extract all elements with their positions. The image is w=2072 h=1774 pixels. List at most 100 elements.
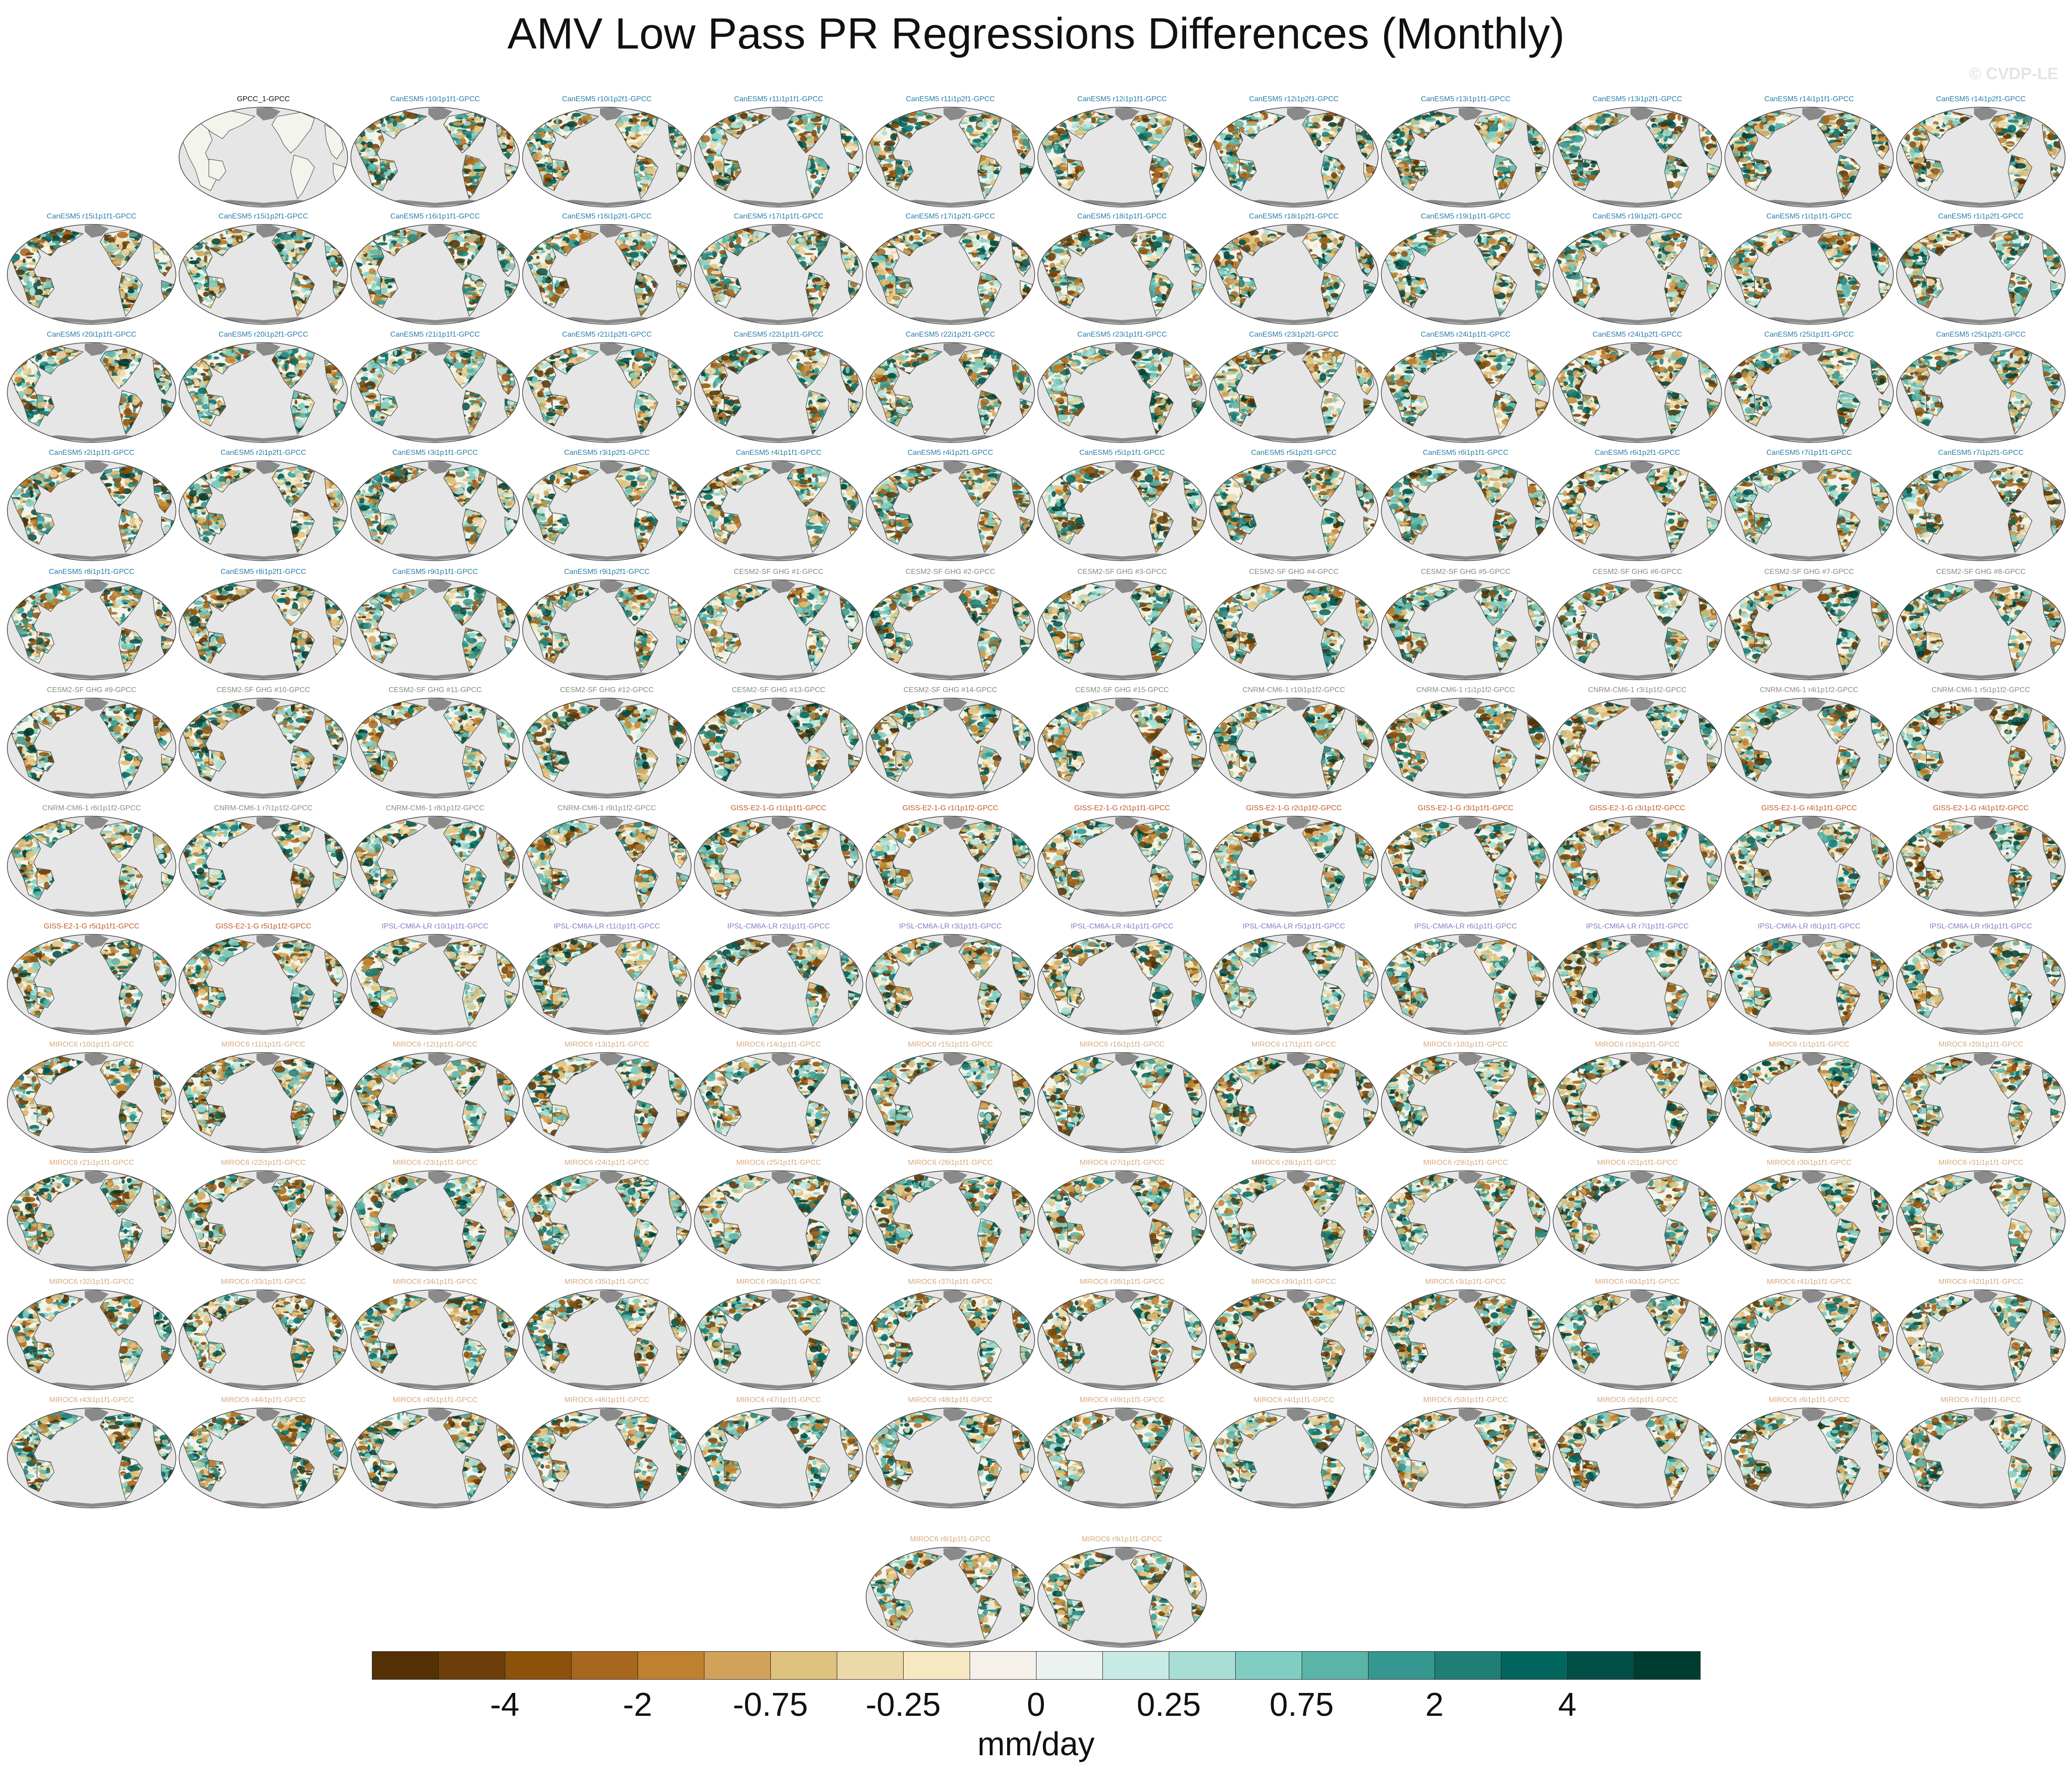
- map-svg: [350, 579, 520, 681]
- panel-label: CanESM5 r16i1p1f1-GPCC: [349, 212, 521, 222]
- map-panel: CanESM5 r22i1p1f1-GPCC: [692, 330, 865, 444]
- colorbar-tick-label: -2: [569, 1686, 706, 1724]
- panel-label: CNRM-CM6-1 r10i1p1f2-GPCC: [1208, 685, 1380, 695]
- map-panel: CESM2-SF GHG #13-GPCC: [692, 685, 865, 800]
- map-svg: [1724, 1170, 1894, 1272]
- panel-label: MIROC6 r50i1p1f1-GPCC: [1380, 1395, 1552, 1405]
- map-svg: [350, 1052, 520, 1153]
- map-svg: [1552, 1170, 1723, 1272]
- map-svg: [1037, 1407, 1207, 1509]
- map-panel: CESM2-SF GHG #8-GPCC: [1895, 567, 2067, 682]
- panel-label: CanESM5 r13i1p2f1-GPCC: [1551, 94, 1723, 104]
- map-panel: IPSL-CM6A-LR r9i1p1f1-GPCC: [1895, 922, 2067, 1036]
- map-svg: [178, 106, 349, 208]
- panel-label: MIROC6 r31i1p1f1-GPCC: [1895, 1158, 2067, 1168]
- map-svg: [178, 224, 349, 325]
- panel-label: CanESM5 r19i1p1f1-GPCC: [1380, 212, 1552, 222]
- map-svg: [1037, 1546, 1207, 1648]
- panel-label: GISS-E2-1-G r3i1p1f2-GPCC: [1551, 803, 1723, 813]
- panel-label: IPSL-CM6A-LR r6i1p1f1-GPCC: [1380, 922, 1552, 932]
- map-svg: [1552, 106, 1723, 208]
- map-panel: CanESM5 r1i1p1f1-GPCC: [1723, 212, 1895, 326]
- colorbar-tick-label: -0.75: [702, 1686, 839, 1724]
- map-panel: CanESM5 r21i1p1f1-GPCC: [349, 330, 521, 444]
- map-panel: CanESM5 r16i1p2f1-GPCC: [521, 212, 693, 326]
- panel-label: IPSL-CM6A-LR r8i1p1f1-GPCC: [1723, 922, 1895, 932]
- panel-label: MIROC6 r42i1p1f1-GPCC: [1895, 1277, 2067, 1287]
- map-panel: GISS-E2-1-G r5i1p1f2-GPCC: [177, 922, 349, 1036]
- map-svg: [865, 933, 1036, 1035]
- panel-label: CanESM5 r12i1p2f1-GPCC: [1208, 94, 1380, 104]
- panel-label: CanESM5 r14i1p1f1-GPCC: [1723, 94, 1895, 104]
- map-panel: CanESM5 r16i1p1f1-GPCC: [349, 212, 521, 326]
- panel-label: MIROC6 r33i1p1f1-GPCC: [177, 1277, 349, 1287]
- map-panel: MIROC6 r27i1p1f1-GPCC: [1036, 1158, 1208, 1272]
- panel-label: MIROC6 r12i1p1f1-GPCC: [349, 1040, 521, 1050]
- panel-label: MIROC6 r41i1p1f1-GPCC: [1723, 1277, 1895, 1287]
- panel-label: CanESM5 r22i1p2f1-GPCC: [864, 330, 1036, 340]
- map-panel: MIROC6 r39i1p1f1-GPCC: [1208, 1277, 1380, 1392]
- map-panel: CNRM-CM6-1 r6i1p1f2-GPCC: [5, 803, 178, 918]
- map-panel: CanESM5 r24i1p2f1-GPCC: [1551, 330, 1723, 444]
- map-svg: [178, 1052, 349, 1153]
- panel-label: CanESM5 r15i1p1f1-GPCC: [5, 212, 178, 222]
- map-svg: [693, 1052, 864, 1153]
- colorbar-segment: [571, 1651, 638, 1680]
- map-svg: [865, 1289, 1036, 1391]
- panel-label: GISS-E2-1-G r4i1p1f2-GPCC: [1895, 803, 2067, 813]
- panel-label: CanESM5 r7i1p2f1-GPCC: [1895, 448, 2067, 458]
- map-svg: [1380, 815, 1551, 917]
- map-panel: MIROC6 r1i1p1f1-GPCC: [1723, 1040, 1895, 1154]
- panel-label: CNRM-CM6-1 r1i1p1f2-GPCC: [1380, 685, 1552, 695]
- map-svg: [1209, 1407, 1379, 1509]
- panel-label: CNRM-CM6-1 r4i1p1f2-GPCC: [1723, 685, 1895, 695]
- map-panel: CESM2-SF GHG #15-GPCC: [1036, 685, 1208, 800]
- map-svg: [6, 460, 177, 562]
- panel-label: CanESM5 r17i1p1f1-GPCC: [692, 212, 865, 222]
- panel-label: MIROC6 r30i1p1f1-GPCC: [1723, 1158, 1895, 1168]
- map-panel: CanESM5 r14i1p2f1-GPCC: [1895, 94, 2067, 209]
- map-panel: CESM2-SF GHG #14-GPCC: [864, 685, 1036, 800]
- map-svg: [1896, 815, 2066, 917]
- map-svg: [1037, 1052, 1207, 1153]
- map-svg: [1552, 579, 1723, 681]
- map-panel: CanESM5 r7i1p2f1-GPCC: [1895, 448, 2067, 562]
- map-svg: [1037, 342, 1207, 443]
- map-panel: GISS-E2-1-G r5i1p1f1-GPCC: [5, 922, 178, 1036]
- panel-label: MIROC6 r38i1p1f1-GPCC: [1036, 1277, 1208, 1287]
- map-svg: [865, 579, 1036, 681]
- panel-label: CanESM5 r18i1p1f1-GPCC: [1036, 212, 1208, 222]
- map-svg: [522, 1052, 692, 1153]
- map-panel: MIROC6 r33i1p1f1-GPCC: [177, 1277, 349, 1392]
- map-svg: [1380, 342, 1551, 443]
- map-svg: [1037, 1289, 1207, 1391]
- map-svg: [1896, 460, 2066, 562]
- colorbar-segment: [1434, 1651, 1501, 1680]
- map-panel: MIROC6 r34i1p1f1-GPCC: [349, 1277, 521, 1392]
- map-panel: CESM2-SF GHG #6-GPCC: [1551, 567, 1723, 682]
- map-panel: CanESM5 r3i1p2f1-GPCC: [521, 448, 693, 562]
- map-svg: [1724, 106, 1894, 208]
- map-panel: MIROC6 r12i1p1f1-GPCC: [349, 1040, 521, 1154]
- map-svg: [865, 1546, 1036, 1648]
- map-svg: [350, 815, 520, 917]
- panel-label: CESM2-SF GHG #14-GPCC: [864, 685, 1036, 695]
- map-svg: [1209, 224, 1379, 325]
- colorbar-segment: [1634, 1651, 1701, 1680]
- map-svg: [522, 579, 692, 681]
- panel-label: GISS-E2-1-G r2i1p1f2-GPCC: [1208, 803, 1380, 813]
- map-panel: CanESM5 r18i1p2f1-GPCC: [1208, 212, 1380, 326]
- panel-label: MIROC6 r17i1p1f1-GPCC: [1208, 1040, 1380, 1050]
- map-panel: CESM2-SF GHG #1-GPCC: [692, 567, 865, 682]
- map-panel: IPSL-CM6A-LR r11i1p1f1-GPCC: [521, 922, 693, 1036]
- map-svg: [1037, 579, 1207, 681]
- map-svg: [522, 1170, 692, 1272]
- map-svg: [178, 579, 349, 681]
- panel-label: CESM2-SF GHG #15-GPCC: [1036, 685, 1208, 695]
- map-panel: CanESM5 r4i1p1f1-GPCC: [692, 448, 865, 562]
- map-panel: CanESM5 r9i1p1f1-GPCC: [349, 567, 521, 682]
- map-svg: [178, 1407, 349, 1509]
- map-svg: [6, 1289, 177, 1391]
- map-svg: [865, 1407, 1036, 1509]
- map-panel: CESM2-SF GHG #4-GPCC: [1208, 567, 1380, 682]
